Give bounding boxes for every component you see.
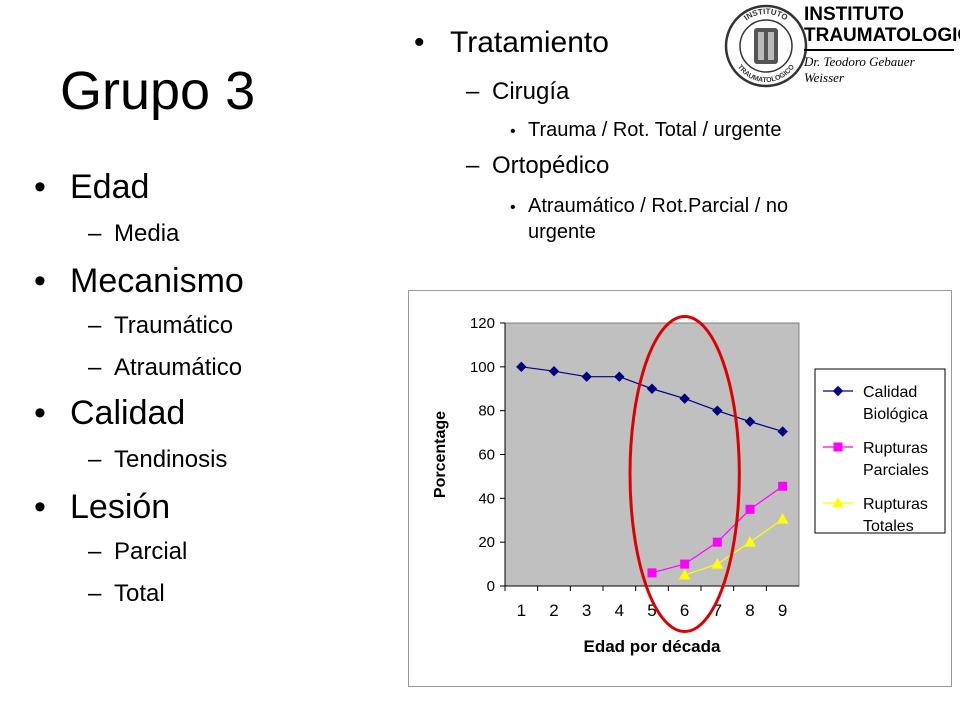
data-point (680, 559, 690, 569)
logo-line-2: TRAUMATOLOGICO (804, 25, 960, 46)
y-tick-label: 80 (478, 403, 495, 420)
legend-label: Biológica (863, 406, 928, 423)
data-point (678, 569, 691, 580)
bullet-edad: • Edad (34, 168, 150, 206)
slide-title: Grupo 3 (60, 61, 256, 121)
sub-ortopedico-label: Ortopédico (492, 152, 610, 179)
x-tick-label: 1 (517, 601, 526, 620)
bullet-edad-label: Edad (70, 168, 150, 206)
data-point (712, 405, 723, 416)
sub-cirugia-label: Cirugía (492, 78, 570, 105)
bullet-mecanismo-label: Mecanismo (70, 262, 244, 300)
sub-total: – Total (88, 580, 165, 607)
data-point (777, 426, 788, 437)
logo-divider (804, 49, 954, 51)
data-point (614, 371, 625, 382)
bullet-lesion-label: Lesión (70, 488, 171, 526)
y-tick-label: 20 (478, 534, 495, 551)
legend-label: Calidad (863, 384, 917, 401)
data-point (548, 366, 560, 377)
x-tick-label: 4 (615, 601, 624, 620)
sub-media: – Media (88, 220, 180, 247)
data-point (778, 481, 788, 491)
series-3-line (684, 518, 784, 576)
data-point (744, 416, 756, 427)
x-tick-label: 7 (713, 601, 722, 620)
x-tick-label: 9 (778, 601, 787, 620)
data-point (745, 504, 755, 514)
item-trauma-label: Trauma / Rot. Total / urgente (528, 119, 782, 141)
legend-label: Parciales (863, 462, 929, 479)
data-point (679, 393, 690, 404)
sub-tendinosis-label: Tendinosis (114, 446, 228, 473)
data-point (581, 371, 592, 382)
sub-ortopedico: – Ortopédico (466, 152, 610, 179)
y-axis-title: Porcentage (432, 411, 449, 498)
data-point (647, 568, 657, 578)
data-point (744, 536, 756, 547)
item-atraumatico: • Atraumático / Rot.Parcial / no (510, 195, 789, 217)
bullet-lesion: • Lesión (34, 488, 171, 526)
sub-traumatico-label: Traumático (114, 312, 234, 339)
sub-tendinosis: – Tendinosis (88, 446, 228, 473)
seal-icon: INSTITUTO TRAUMATOLOGICO (724, 4, 808, 88)
data-point (711, 558, 724, 569)
legend-label: Totales (863, 518, 914, 535)
y-tick-label: 100 (470, 359, 495, 376)
y-tick-label: 120 (470, 315, 495, 332)
series-3 (678, 513, 789, 580)
legend-marker (832, 496, 844, 508)
item-atraumatico-cont: urgente (528, 221, 596, 243)
y-tick-label: 60 (478, 447, 495, 464)
sub-media-label: Media (114, 220, 180, 247)
bullet-tratamiento-label: Tratamiento (450, 26, 609, 59)
sub-total-label: Total (114, 580, 165, 607)
legend-label: Rupturas (863, 440, 928, 457)
item-atraumatico-label-1: Atraumático / Rot.Parcial / no (528, 195, 789, 217)
y-tick-label: 0 (487, 578, 495, 595)
x-tick-label: 3 (582, 601, 591, 620)
bullet-calidad-label: Calidad (70, 394, 186, 432)
logo-line-1: INSTITUTO (804, 4, 904, 25)
sub-atraumatico: – Atraumático (88, 354, 243, 381)
item-trauma: • Trauma / Rot. Total / urgente (510, 119, 782, 141)
legend-marker (832, 385, 844, 397)
x-tick-label: 8 (745, 601, 754, 620)
data-point (776, 513, 789, 524)
sub-parcial-label: Parcial (114, 538, 188, 565)
chart-frame: 0 20 40 60 80 100 120 1 2 3 4 5 6 7 8 9 Porcentage Eda… (408, 290, 952, 687)
logo-line-3: Dr. Teodoro Gebauer Weisser (804, 54, 915, 85)
x-tick-label: 2 (549, 601, 558, 620)
x-tick-label: 6 (680, 601, 689, 620)
x-tick-label: 5 (647, 601, 656, 620)
series-2 (647, 481, 788, 578)
highlight-ellipse (628, 315, 741, 633)
sub-cirugia: – Cirugía (466, 78, 570, 105)
bullet-tratamiento: • Tratamiento (414, 26, 609, 59)
bullet-mecanismo: • Mecanismo (34, 262, 244, 300)
series-1 (516, 361, 788, 437)
sub-parcial: – Parcial (88, 538, 188, 565)
legend-label: Rupturas (863, 496, 928, 513)
data-point (516, 361, 527, 373)
x-axis-title: Edad por década (584, 637, 722, 656)
institute-seal: INSTITUTO TRAUMATOLOGICO (722, 2, 810, 90)
chart-legend: Calidad Biológica Rupturas Parciales Ruptura… (814, 368, 946, 535)
institute-logo-text: INSTITUTO TRAUMATOLOGICO Dr. Teodoro Geb… (804, 4, 960, 86)
data-point (646, 383, 658, 394)
bullet-calidad: • Calidad (34, 394, 186, 432)
sub-atraumatico-label: Atraumático (114, 354, 243, 381)
y-tick-label: 40 (478, 490, 495, 507)
sub-traumatico: – Traumático (88, 312, 234, 339)
legend-marker (833, 442, 843, 452)
line-chart: 0 20 40 60 80 100 120 1 2 3 4 5 6 7 8 9 Porcentage Eda… (432, 315, 946, 656)
data-point (712, 537, 722, 547)
